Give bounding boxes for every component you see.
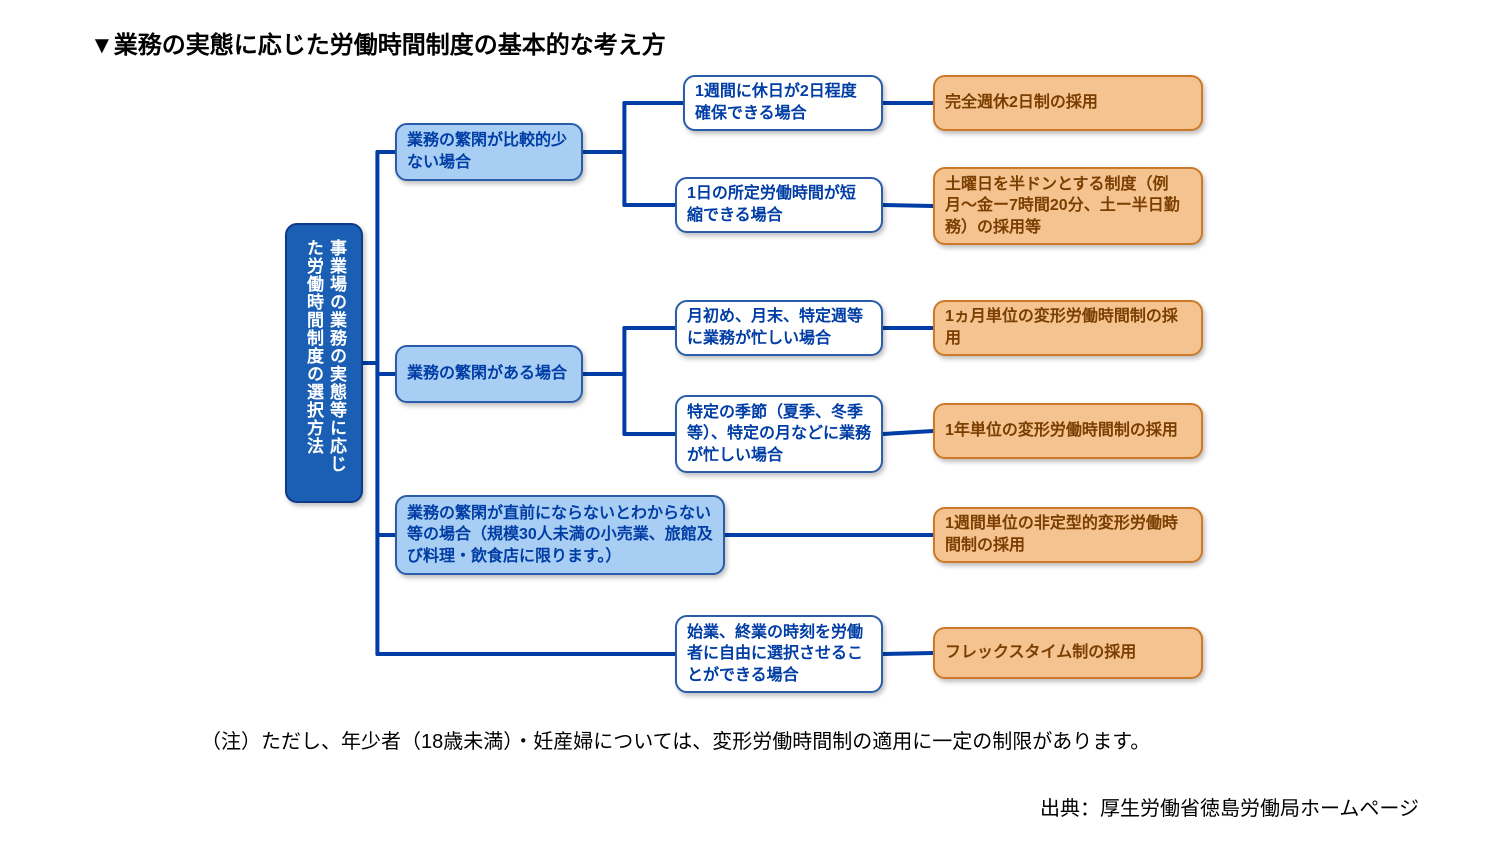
node-o6: フレックスタイム制の採用	[933, 627, 1203, 679]
node-w5: 始業、終業の時刻を労働者に自由に選択させることができる場合	[675, 615, 883, 693]
node-w2: 1日の所定労働時間が短縮できる場合	[675, 177, 883, 233]
node-w3: 月初め、月末、特定週等に業務が忙しい場合	[675, 300, 883, 356]
node-w4: 特定の季節（夏季、冬季等）、特定の月などに業務が忙しい場合	[675, 395, 883, 473]
page-title: ▼業務の実態に応じた労働時間制度の基本的な考え方	[90, 25, 666, 60]
node-o5: 1週間単位の非定型的変形労働時間制の採用	[933, 507, 1203, 563]
footnote: （注）ただし、年少者（18歳未満）・妊産婦については、変形労働時間制の適用に一定…	[201, 725, 1150, 754]
node-o3: 1ヵ月単位の変形労働時間制の採用	[933, 300, 1203, 356]
node-b2: 業務の繁閑がある場合	[395, 345, 583, 403]
node-o4: 1年単位の変形労働時間制の採用	[933, 403, 1203, 459]
node-o2: 土曜日を半ドンとする制度（例 月〜金ー7時間20分、土ー半日勤務）の採用等	[933, 167, 1203, 245]
flowchart-diagram: 事業場の業務の実態等に応じた労働時間制度の選択方法業務の繁閑が比較的少ない場合業…	[285, 75, 1305, 705]
node-b1: 業務の繁閑が比較的少ない場合	[395, 123, 583, 181]
node-o1: 完全週休2日制の採用	[933, 75, 1203, 131]
node-w1: 1週間に休日が2日程度確保できる場合	[683, 75, 883, 131]
node-root: 事業場の業務の実態等に応じた労働時間制度の選択方法	[285, 223, 363, 503]
source-attribution: 出典：厚生労働省徳島労働局ホームページ	[1040, 792, 1419, 821]
node-b3: 業務の繁閑が直前にならないとわからない等の場合（規模30人未満の小売業、旅館及び…	[395, 495, 725, 575]
